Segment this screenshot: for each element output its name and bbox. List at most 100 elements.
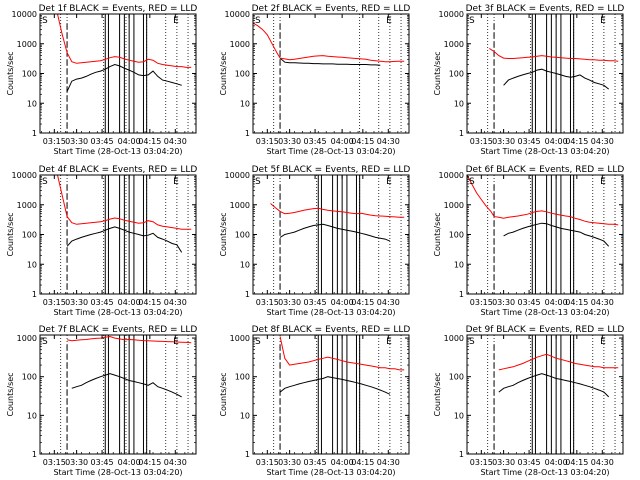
y-axis-label: Counts/sec: [433, 372, 442, 416]
y-tick-label: 10: [240, 260, 250, 269]
start-marker-label: S: [469, 16, 475, 26]
end-marker-label: E: [173, 177, 179, 187]
y-axis-label: Counts/sec: [219, 212, 228, 256]
x-tick-label: 04:00: [118, 458, 141, 467]
y-tick-label: 1000: [230, 201, 250, 210]
plot-area: [270, 175, 405, 294]
y-tick-label: 10: [454, 260, 464, 269]
y-tick-label: 1: [245, 129, 250, 138]
y-axis-label: Counts/sec: [433, 212, 442, 256]
series-line: [57, 14, 192, 68]
y-axis-label: Counts/sec: [6, 372, 15, 416]
y-tick-label: 1000: [230, 334, 250, 343]
y-tick-label: 10: [240, 99, 250, 108]
x-axis-label: Start Time (28-Oct-13 03:04:20): [480, 308, 609, 317]
x-tick-label: 04:00: [545, 458, 568, 467]
start-marker-label: S: [255, 16, 261, 26]
series-line: [489, 47, 619, 62]
x-tick-label: 03:30: [278, 137, 301, 146]
series-line: [66, 335, 192, 344]
series-line: [498, 353, 619, 371]
x-tick-label: 03:15: [43, 458, 66, 467]
plot-area: [467, 175, 619, 294]
start-marker-label: S: [42, 16, 48, 26]
x-axis-label: Start Time (28-Oct-13 03:04:20): [266, 147, 395, 156]
plot-area: [57, 175, 192, 294]
x-tick-label: 03:15: [470, 298, 493, 307]
x-tick-label: 03:30: [492, 458, 515, 467]
plot-frame: [39, 334, 197, 455]
y-tick-label: 100: [449, 70, 464, 79]
y-tick-label: 10: [27, 99, 37, 108]
y-axis-label: Counts/sec: [219, 372, 228, 416]
x-tick-label: 03:45: [518, 298, 541, 307]
plot-area: [60, 335, 192, 454]
x-tick-label: 04:15: [565, 298, 588, 307]
plot-area: [273, 335, 405, 454]
x-tick-label: 03:45: [91, 458, 114, 467]
series-line: [57, 175, 192, 230]
y-tick-label: 100: [22, 373, 37, 382]
plot-area: [253, 14, 405, 133]
y-tick-label: 10: [27, 411, 37, 420]
y-tick-label: 10: [27, 260, 37, 269]
y-tick-label: 100: [22, 231, 37, 240]
panel-title: Det 8f BLACK = Events, RED = LLD: [252, 325, 411, 335]
x-tick-label: 03:15: [470, 458, 493, 467]
y-tick-label: 100: [235, 231, 250, 240]
y-axis-label: Counts/sec: [433, 51, 442, 95]
y-tick-label: 1: [459, 450, 464, 459]
x-tick-label: 03:45: [518, 137, 541, 146]
x-tick-label: 04:15: [565, 137, 588, 146]
plot-frame: [39, 13, 197, 134]
start-marker-label: S: [42, 337, 48, 347]
x-tick-label: 04:15: [138, 137, 161, 146]
x-tick-label: 03:15: [256, 298, 279, 307]
y-tick-label: 1000: [17, 40, 37, 49]
x-tick-label: 03:15: [256, 137, 279, 146]
x-tick-label: 04:15: [351, 137, 374, 146]
series-line: [503, 222, 610, 247]
y-tick-label: 1: [245, 290, 250, 299]
y-tick-label: 1000: [444, 334, 464, 343]
x-tick-label: 04:30: [591, 298, 614, 307]
y-tick-label: 10: [454, 99, 464, 108]
start-marker-label: S: [42, 177, 48, 187]
end-marker-label: E: [173, 337, 179, 347]
y-tick-label: 10000: [439, 171, 464, 180]
y-axis-label: Counts/sec: [6, 51, 15, 95]
x-tick-label: 04:15: [565, 458, 588, 467]
plot-frame: [466, 174, 624, 295]
plot-frame: [252, 334, 410, 455]
y-tick-label: 1: [32, 129, 37, 138]
x-tick-label: 04:15: [351, 298, 374, 307]
x-axis-label: Start Time (28-Oct-13 03:04:20): [480, 468, 609, 477]
x-tick-label: 03:15: [43, 298, 66, 307]
plot-frame: [252, 174, 410, 295]
x-tick-label: 03:30: [492, 298, 515, 307]
series-line: [467, 175, 619, 226]
y-tick-label: 10000: [12, 171, 37, 180]
series-line: [503, 68, 610, 90]
plot-frame: [39, 174, 197, 295]
y-tick-label: 100: [449, 373, 464, 382]
panel-title: Det 6f BLACK = Events, RED = LLD: [466, 165, 625, 175]
x-tick-label: 03:30: [278, 298, 301, 307]
y-tick-label: 10: [240, 411, 250, 420]
plot-area: [487, 14, 619, 133]
x-tick-label: 04:30: [164, 137, 187, 146]
x-tick-label: 03:45: [518, 458, 541, 467]
x-tick-label: 04:15: [351, 458, 374, 467]
y-tick-label: 1: [245, 450, 250, 459]
x-tick-label: 03:45: [304, 137, 327, 146]
x-tick-label: 04:00: [118, 298, 141, 307]
x-tick-label: 03:30: [278, 458, 301, 467]
plot-area: [57, 14, 192, 133]
plot-frame: [466, 13, 624, 134]
